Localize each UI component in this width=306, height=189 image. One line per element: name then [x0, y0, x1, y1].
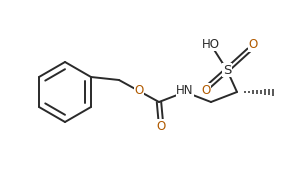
Text: S: S — [223, 64, 231, 77]
Text: O: O — [156, 119, 166, 132]
Text: O: O — [201, 84, 211, 97]
Text: O: O — [134, 84, 144, 98]
Text: HO: HO — [202, 37, 220, 50]
Text: O: O — [248, 39, 258, 51]
Text: HN: HN — [176, 84, 194, 98]
